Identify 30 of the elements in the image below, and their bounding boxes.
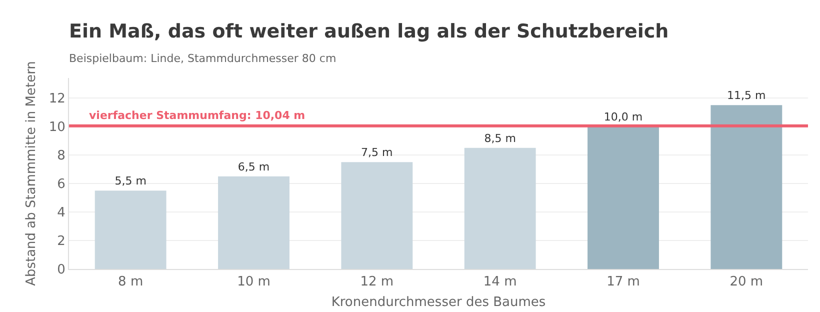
data-label: 11,5 m: [727, 89, 766, 102]
bar: [341, 162, 413, 269]
bar: [588, 126, 659, 269]
y-tick-label: 8: [57, 148, 66, 164]
x-tick-label: 10 m: [237, 274, 270, 290]
y-axis-title: Abstand ab Stammmitte in Metern: [24, 61, 39, 286]
chart-title: Ein Maß, das oft weiter außen lag als der Schutzbereich: [69, 20, 669, 42]
bar: [464, 148, 536, 269]
x-tick-label: 20 m: [730, 274, 764, 290]
bar: [710, 105, 782, 269]
x-tick-label: 14 m: [483, 274, 517, 290]
x-axis-title: Kronendurchmesser des Baumes: [331, 295, 546, 310]
x-tick-label: 8 m: [118, 274, 144, 290]
x-tick-label: 12 m: [360, 274, 394, 290]
ref-line-label: vierfacher Stammumfang: 10,04 m: [89, 109, 306, 122]
y-tick-label: 10: [48, 120, 66, 136]
data-label: 7,5 m: [361, 146, 393, 160]
data-label: 8,5 m: [484, 132, 516, 145]
y-tick-label: 2: [57, 234, 66, 250]
y-tick-label: 0: [57, 262, 66, 278]
data-label: 6,5 m: [238, 160, 270, 174]
y-tick-label: 6: [57, 177, 66, 192]
data-label: 10,0 m: [604, 110, 643, 124]
bar: [94, 190, 166, 269]
y-tick-label: 12: [48, 92, 66, 107]
x-tick-label: 17 m: [606, 274, 640, 290]
chart-subtitle: Beispielbaum: Linde, Stammdurchmesser 80 cm: [69, 52, 336, 66]
data-label: 5,5 m: [114, 174, 146, 188]
y-tick-label: 4: [57, 206, 66, 221]
bar: [218, 176, 290, 269]
